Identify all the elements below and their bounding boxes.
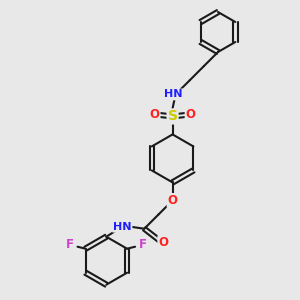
Text: S: S bbox=[168, 110, 178, 123]
Text: O: O bbox=[158, 236, 168, 249]
Text: HN: HN bbox=[164, 89, 183, 99]
Text: O: O bbox=[150, 108, 160, 121]
Text: F: F bbox=[65, 238, 74, 251]
Text: O: O bbox=[186, 108, 196, 121]
Text: F: F bbox=[139, 238, 147, 251]
Text: O: O bbox=[168, 194, 178, 207]
Text: HN: HN bbox=[113, 222, 131, 232]
